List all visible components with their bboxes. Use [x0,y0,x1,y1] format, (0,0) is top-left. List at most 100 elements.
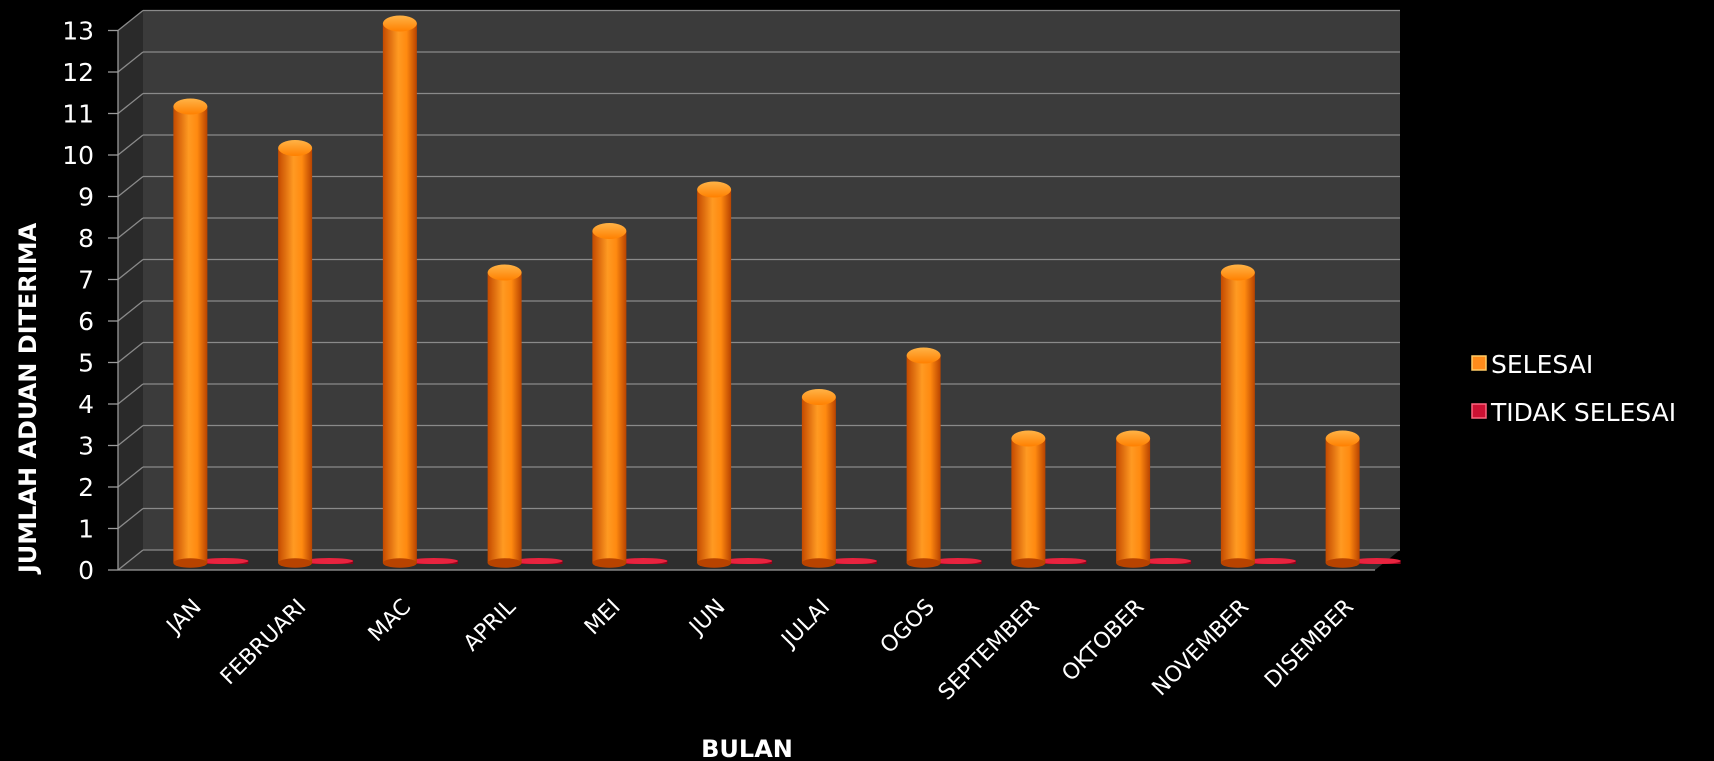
bar-selesai [906,355,941,563]
x-axis-title: BULAN [701,735,793,761]
bar-tidak-selesai-cap [200,558,249,564]
y-tick-label: 13 [62,17,94,46]
y-tick-label: 3 [78,432,94,461]
x-tick-label: OGOS [876,595,940,659]
x-tick-label: JUN [684,595,731,642]
gridline-side [117,466,144,488]
bar-selesai-base [278,558,313,568]
bar-selesai-base [906,558,941,568]
x-axis: JAN FEBRUARI MAC APRIL MEI JUN JULAI OGOSSEPTEM… [161,594,1359,705]
y-tick-label: 4 [78,390,94,419]
bar-selesai-cap [1325,430,1360,447]
x-tick-label: APRIL [459,594,521,656]
x-tick-label: JULAI [776,595,835,654]
bar-tidak-selesai-cap [305,558,354,564]
gridline-side [117,134,144,156]
bar-selesai-cap [592,223,627,239]
bar-selesai [382,23,417,563]
x-tick-label: DISEMBER [1260,595,1359,694]
bar-selesai [487,272,522,563]
y-axis-title: JUMLAH ADUAN DITERIMA [14,222,42,575]
legend: SELESAI TIDAK SELESAI [1471,350,1676,427]
gridline-side [117,383,144,405]
y-tick-label: 5 [78,349,94,378]
bar-selesai-cap [173,98,208,115]
bar-selesai-base [801,558,836,568]
bar-selesai [801,397,836,563]
x-tick-label: OKTOBER [1057,595,1149,687]
bar-selesai-base [592,558,627,568]
legend-swatch [1471,403,1487,419]
bar-selesai-cap [487,264,522,281]
bar-selesai-cap [1011,430,1046,447]
gridline-side [117,217,144,239]
y-tick-label: 1 [78,515,94,544]
legend-swatch [1471,355,1487,371]
bar-selesai [697,189,732,563]
gridlines [117,9,1400,571]
y-tick-label: 6 [78,307,94,336]
bar-selesai-base [382,558,417,568]
bar-selesai-base [1325,558,1360,568]
y-tick-label: 0 [78,556,94,585]
bar-tidak-selesai-cap [1143,558,1192,564]
x-tick-label: MEI [580,595,626,641]
bar-selesai-base [697,558,732,568]
y-tick-label: 9 [78,183,94,212]
bar-selesai-cap [906,347,941,364]
bar-selesai-cap [697,181,732,198]
gridline-side [117,341,144,364]
bar-tidak-selesai-cap [933,558,982,564]
bar-selesai-base [1011,558,1046,568]
bar-selesai-cap [1220,264,1255,281]
side-wall [118,10,143,570]
bar-selesai [278,148,313,563]
y-tick-label: 7 [78,266,94,295]
legend-label: TIDAK SELESAI [1490,398,1676,427]
gridline-side [117,424,144,447]
gridline-side [117,9,144,32]
bar-selesai-base [487,558,522,568]
x-tick-label: JAN [161,595,207,641]
bar-tidak-selesai-cap [828,558,877,564]
gridline-side [117,300,144,322]
y-tick-label: 11 [62,100,94,129]
bar-selesai-cap [801,389,836,405]
bar-tidak-selesai-cap [1038,558,1087,564]
gridline-side [117,92,144,115]
bar-tidak-selesai-cap [409,558,458,564]
x-tick-label: NOVEMBER [1148,595,1254,701]
bar-selesai-cap [1116,430,1151,447]
bar-selesai-cap [382,15,417,32]
y-tick-label: 12 [62,58,94,87]
gridline-side [117,175,144,198]
bar-tidak-selesai-cap [619,558,668,564]
bars [173,15,1401,568]
x-tick-label: SEPTEMBER [934,595,1045,706]
bar-selesai-base [1220,558,1255,568]
bar-tidak-selesai-cap [1352,558,1401,564]
back-wall [143,10,1400,550]
bar-tidak-selesai-cap [724,558,773,564]
bar-selesai [1011,438,1046,563]
gridline-side [117,51,144,73]
bar-selesai [173,106,208,563]
legend-label: SELESAI [1491,350,1593,379]
gridline-side [117,258,144,281]
bar-selesai-base [173,558,208,568]
bar-selesai-base [1116,558,1151,568]
bar-selesai [1116,438,1151,563]
y-tick-label: 10 [62,141,94,170]
bar-selesai [592,231,627,563]
plot-area [117,9,1400,571]
x-tick-label: MAC [364,595,416,647]
bar-selesai [1325,438,1360,563]
y-tick-label: 2 [78,473,94,502]
bar-tidak-selesai-cap [514,558,563,564]
bar-selesai-cap [278,140,313,156]
gridline-side [117,549,144,571]
bar-selesai [1220,272,1255,563]
bar-tidak-selesai-cap [1247,558,1296,564]
